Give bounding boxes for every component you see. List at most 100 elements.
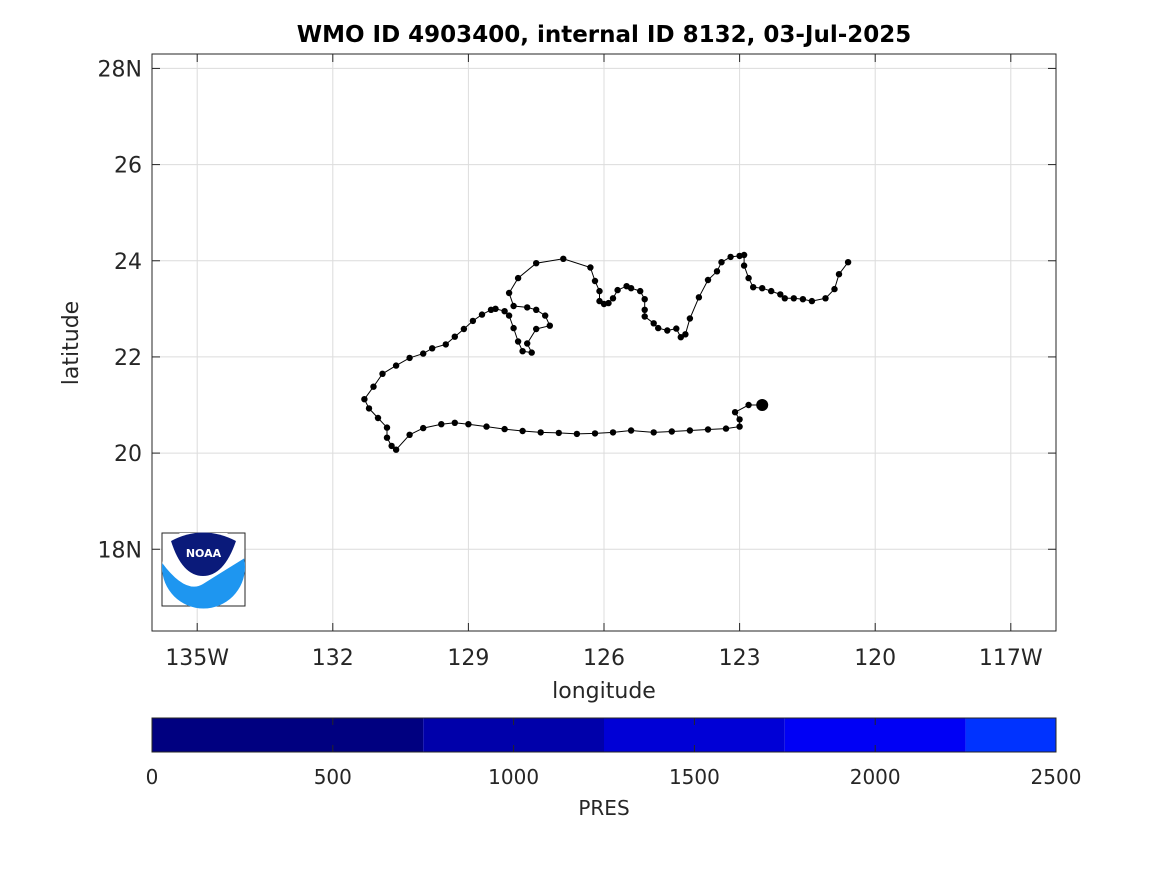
track-point: [713, 268, 721, 275]
x-tick-label: 129: [447, 646, 489, 671]
track-point: [460, 325, 468, 333]
track-point: [429, 345, 436, 352]
track-point: [627, 427, 635, 434]
track-point: [501, 308, 508, 315]
track-point: [420, 424, 427, 432]
track-point: [524, 340, 531, 347]
track-point: [519, 348, 526, 355]
track-point: [641, 296, 648, 303]
y-axis-label: latitude: [59, 301, 84, 385]
track-point: [501, 425, 508, 433]
track-point: [533, 325, 540, 333]
track-point: [438, 421, 445, 428]
track-point: [560, 255, 567, 262]
track-point: [682, 331, 689, 338]
track-point: [596, 287, 603, 295]
track-point: [505, 312, 513, 319]
logo-bird-shape: [171, 532, 236, 576]
x-tick-labels: 135W 132 129 126 123 120 117W: [165, 646, 1043, 671]
colorbar-tick-label: 1500: [669, 765, 720, 789]
track-point: [695, 294, 703, 301]
track-point: [740, 262, 748, 269]
track-point: [392, 446, 400, 453]
y-tick-label: 18N: [98, 538, 142, 563]
track-point: [528, 349, 535, 356]
x-tick-label: 123: [719, 646, 761, 671]
x-axis-label: longitude: [552, 679, 656, 704]
track-point: [609, 295, 617, 302]
track-point: [831, 285, 838, 293]
track-point: [677, 334, 684, 341]
track-point: [469, 317, 477, 325]
track-point: [704, 426, 712, 433]
track-point: [835, 271, 843, 278]
track-point: [750, 284, 757, 291]
track-point: [379, 370, 386, 377]
plot-area: [151, 53, 1057, 632]
track-point: [546, 322, 553, 329]
track-point: [487, 306, 495, 313]
grid-lines: [152, 54, 1056, 631]
track-point: [799, 296, 807, 303]
track-point: [650, 320, 657, 327]
track-point: [392, 362, 400, 369]
track-point: [768, 287, 775, 295]
colorbar-tick-label: 1000: [488, 765, 539, 789]
track-point: [637, 287, 644, 295]
track-point: [406, 431, 413, 438]
colorbar-segment: [965, 718, 1056, 752]
track-point: [614, 286, 621, 294]
track-point: [420, 350, 427, 357]
colorbar-segments: [152, 718, 1056, 752]
track-point: [555, 429, 562, 437]
track-point: [483, 423, 490, 430]
colorbar-frame: [151, 717, 1057, 753]
track-point: [686, 427, 694, 434]
y-tick-label: 28N: [98, 57, 142, 82]
tick-marks: [152, 54, 1056, 631]
logo-text: NOAA: [186, 547, 222, 560]
x-tick-label: 120: [854, 646, 896, 671]
track-point: [374, 414, 382, 422]
track-point: [519, 427, 526, 435]
track-point: [609, 429, 617, 436]
track-point: [745, 274, 752, 282]
track-point: [542, 312, 549, 319]
track-point: [790, 295, 797, 302]
track-point: [514, 274, 522, 282]
y-tick-label: 20: [114, 442, 142, 467]
track-point: [533, 260, 540, 267]
track-point: [591, 277, 599, 285]
track-point: [596, 297, 603, 305]
track-point: [655, 324, 662, 332]
track-point: [537, 429, 544, 436]
track-point: [736, 252, 743, 260]
track-point: [587, 264, 594, 271]
track-point: [781, 295, 788, 302]
track-point: [641, 306, 648, 313]
track-point: [808, 297, 816, 305]
track-point: [361, 396, 368, 403]
track-point: [406, 354, 413, 362]
track-point: [388, 442, 395, 450]
track-point: [664, 327, 671, 334]
track-point: [722, 425, 730, 432]
x-tick-label: 117W: [979, 646, 1043, 671]
colorbar-segment: [152, 718, 424, 752]
colorbar-tick-label: 2500: [1031, 765, 1082, 789]
track-point: [573, 430, 581, 438]
track-point: [745, 401, 752, 409]
track-point: [383, 424, 391, 431]
y-tick-labels: 18N 20 22 24 26 28N: [98, 57, 142, 563]
colorbar-tick-label: 2000: [850, 765, 901, 789]
track-point: [370, 383, 377, 390]
track-point: [524, 304, 531, 311]
colorbar-label: PRES: [578, 796, 629, 820]
track-point: [510, 302, 517, 310]
track-point: [736, 423, 743, 430]
track-point: [822, 295, 829, 302]
x-tick-label: 132: [312, 646, 354, 671]
track-point: [668, 428, 675, 435]
track-point: [844, 259, 852, 266]
